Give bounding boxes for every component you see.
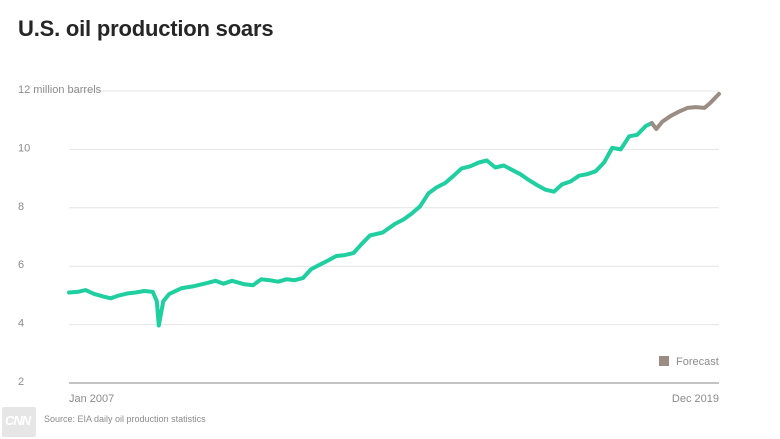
legend-swatch-forecast	[659, 356, 669, 366]
legend-label-forecast: Forecast	[676, 356, 719, 368]
y-tick-label-2: 2	[18, 376, 24, 388]
forecast-series-line	[649, 91, 721, 131]
axis-labels: 2 4 6 8 10 12 million barrels Jan 2007 Dec 2019	[18, 84, 719, 405]
production-series-line	[67, 121, 654, 328]
x-tick-label-start: Jan 2007	[69, 393, 114, 405]
grid-lines	[69, 90, 719, 384]
x-tick-label-end: Dec 2019	[672, 393, 719, 405]
y-tick-label-10: 10	[18, 142, 30, 154]
chart-title: U.S. oil production soars	[18, 16, 274, 41]
y-tick-label-4: 4	[18, 318, 24, 330]
series-lines	[67, 91, 721, 328]
y-tick-label-6: 6	[18, 259, 24, 271]
source-note: Source: EIA daily oil production statist…	[44, 414, 206, 424]
cnn-logo: CNN	[2, 407, 36, 437]
y-tick-label-8: 8	[18, 201, 24, 213]
legend: Forecast	[659, 356, 719, 368]
y-tick-label-12: 12 million barrels	[18, 84, 102, 96]
